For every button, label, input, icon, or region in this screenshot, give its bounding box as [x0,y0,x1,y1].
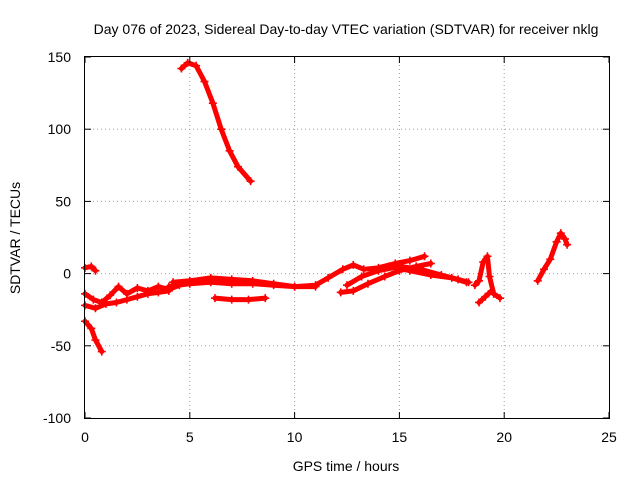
x-tick-label: 15 [392,429,408,445]
data-series [178,60,254,184]
data-point [540,265,549,274]
data-point [133,284,142,293]
data-point [133,292,142,301]
data-point [192,61,201,70]
data-point [89,295,98,304]
data-point [426,259,435,268]
x-tick-label: 5 [186,429,194,445]
data-point [475,298,484,307]
x-axis-label: GPS time / hours [293,458,400,474]
data-point [374,266,383,275]
data-point [447,273,456,282]
data-point [200,77,209,86]
data-point [336,288,345,297]
grid-layer [85,57,609,418]
data-point [343,281,351,290]
tick-layer: 0 5 10 15 20 25 -100 -50 0 50 100 150 [43,49,617,445]
y-tick-label: 50 [55,193,71,209]
data-point [225,146,234,155]
data-point [485,272,494,281]
data-point [462,278,471,287]
data-point [420,252,429,261]
x-tick-label: 0 [81,429,89,445]
data-point [384,262,393,271]
y-tick-label: 100 [48,121,72,137]
data-point [405,266,414,275]
data-point [91,266,100,275]
y-tick-label: -100 [43,410,71,426]
data-point [338,265,347,274]
data-point [91,336,100,345]
data-point [479,258,488,267]
data-point [563,240,572,249]
y-tick-label: 0 [63,266,71,282]
data-point [217,125,226,134]
data-point [380,272,389,281]
data-point [246,177,255,186]
data-point [143,289,152,298]
data-point [261,294,270,303]
data-point [185,279,194,288]
data-point [210,294,219,303]
data-point [227,279,236,288]
data-point [244,295,253,304]
data-point [101,299,110,308]
data-series [535,230,570,284]
chart-title: Day 076 of 2023, Sidereal Day-to-day VTE… [94,21,599,37]
data-point [533,276,542,285]
data-point [483,252,492,261]
data-point [87,324,96,333]
data-point [114,282,123,291]
data-layer [81,58,572,356]
data-point [206,278,215,287]
data-point [154,288,163,297]
data-point [556,229,565,238]
data-point [359,265,368,274]
y-axis-label: SDTVAR / TECUs [7,182,23,294]
x-tick-label: 10 [287,429,303,445]
data-point [87,262,96,271]
data-point [91,304,100,313]
data-point [227,295,236,304]
data-point [496,294,505,303]
data-point [357,272,366,281]
data-point [475,276,484,285]
data-point [349,260,358,269]
x-tick-label: 20 [496,429,512,445]
data-point [290,282,299,291]
data-series [82,318,105,355]
plot-frame [84,56,610,419]
y-tick-label: -50 [51,338,71,354]
data-point [324,273,333,282]
data-point [487,286,496,295]
data-point [481,292,490,301]
data-point [234,162,243,171]
data-point [97,347,106,356]
x-tick-label: 25 [601,429,617,445]
data-point [412,262,421,271]
y-tick-label: 150 [48,49,72,65]
data-point [112,298,121,307]
data-point [122,295,131,304]
data-point [546,255,555,264]
data-point [208,99,217,108]
data-point [552,237,561,246]
data-point [248,279,257,288]
data-point [183,58,192,67]
data-point [426,271,435,280]
data-point [164,282,173,291]
data-point [405,256,414,265]
data-point [311,282,320,291]
data-point [269,281,278,290]
data-series [212,295,268,303]
data-point [177,64,186,73]
data-point [560,234,569,243]
data-point [470,281,479,290]
data-point [363,279,372,288]
data-point [106,291,115,300]
data-point [349,286,358,295]
